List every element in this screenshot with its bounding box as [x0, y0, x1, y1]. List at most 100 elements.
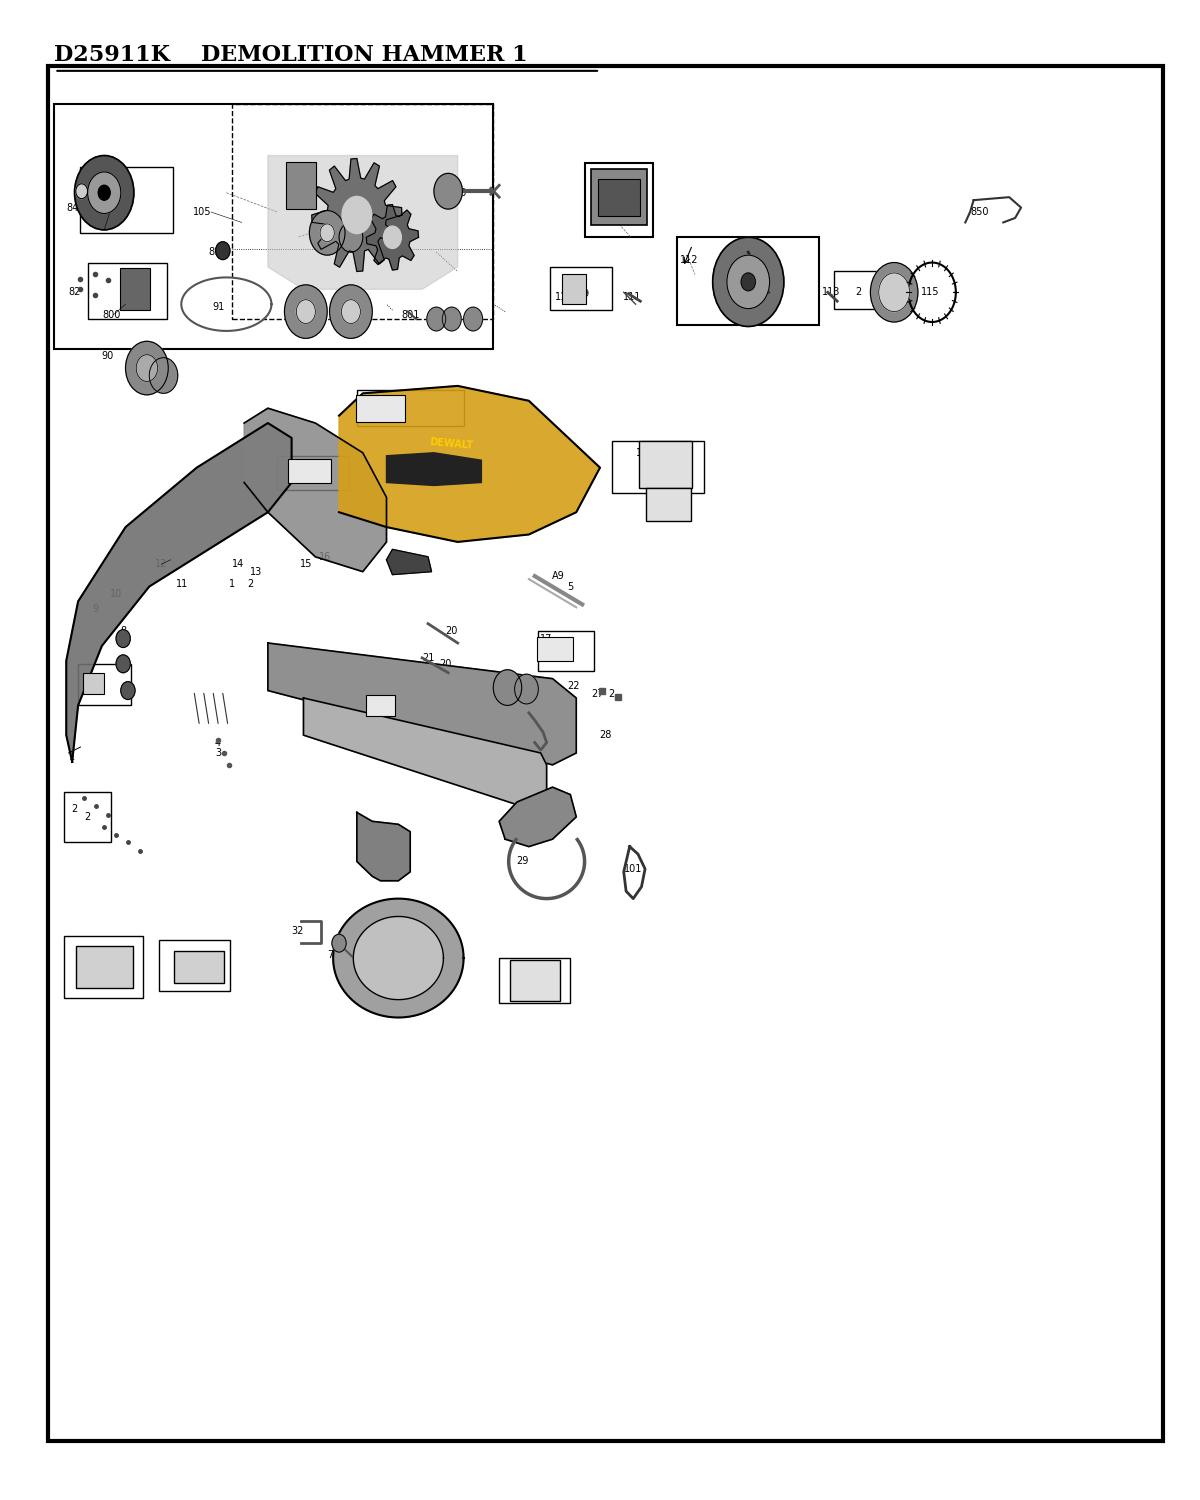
Text: 2: 2	[84, 812, 91, 822]
Text: D25911K    DEMOLITION HAMMER 1: D25911K DEMOLITION HAMMER 1	[54, 44, 528, 66]
Text: INB1: INB1	[545, 648, 565, 657]
Text: 1: 1	[229, 579, 235, 588]
Circle shape	[320, 224, 335, 242]
Text: 20: 20	[445, 626, 458, 636]
Circle shape	[742, 273, 755, 291]
Text: 100: 100	[449, 188, 467, 198]
Text: 22: 22	[568, 681, 580, 692]
Circle shape	[434, 174, 462, 208]
Text: 141: 141	[181, 960, 200, 970]
Circle shape	[74, 156, 134, 230]
Text: 14: 14	[232, 560, 245, 568]
Text: A9: A9	[378, 700, 390, 711]
Text: 143: 143	[656, 465, 674, 476]
Text: 111: 111	[623, 291, 641, 302]
Text: A9: A9	[362, 404, 376, 412]
Bar	[562, 274, 586, 304]
Bar	[647, 489, 691, 520]
Circle shape	[342, 196, 372, 234]
Text: 112: 112	[679, 255, 698, 264]
Bar	[83, 672, 104, 693]
Circle shape	[727, 255, 769, 309]
Circle shape	[342, 300, 360, 324]
Bar	[590, 170, 648, 225]
Text: 140: 140	[74, 960, 94, 970]
Text: 6: 6	[89, 681, 96, 692]
Text: 800: 800	[102, 309, 120, 320]
Text: 99: 99	[467, 316, 479, 327]
Text: 90: 90	[102, 351, 114, 361]
Circle shape	[332, 934, 346, 952]
Text: 83: 83	[137, 290, 150, 298]
Text: 3: 3	[421, 663, 427, 674]
Text: 18: 18	[362, 700, 374, 711]
Text: 10: 10	[110, 590, 122, 598]
Text: 114: 114	[884, 288, 904, 297]
Text: 93: 93	[338, 192, 352, 202]
Text: 113: 113	[822, 288, 840, 297]
Text: 25: 25	[402, 678, 414, 688]
Text: 142: 142	[636, 448, 654, 458]
Bar	[76, 946, 133, 988]
Circle shape	[121, 681, 136, 699]
Bar	[120, 268, 150, 310]
Text: 7: 7	[120, 658, 126, 669]
Text: 2: 2	[608, 688, 614, 699]
Text: 105: 105	[193, 207, 212, 218]
Polygon shape	[386, 453, 481, 486]
Circle shape	[149, 357, 178, 393]
Circle shape	[88, 172, 121, 213]
Bar	[538, 638, 572, 662]
Text: 116: 116	[754, 285, 772, 294]
Text: 26: 26	[511, 716, 523, 726]
Text: 98: 98	[445, 316, 458, 327]
Circle shape	[98, 186, 110, 200]
Text: 5: 5	[568, 582, 574, 591]
Text: 13: 13	[250, 567, 262, 576]
Polygon shape	[268, 644, 576, 765]
Circle shape	[463, 308, 482, 332]
Circle shape	[284, 285, 328, 339]
Text: 104: 104	[300, 472, 318, 483]
Text: 27: 27	[592, 688, 604, 699]
Text: 31: 31	[338, 950, 352, 960]
Text: 29: 29	[517, 856, 529, 867]
Text: 101: 101	[624, 864, 642, 874]
Text: 110: 110	[556, 291, 574, 302]
Text: 861: 861	[623, 186, 641, 196]
Polygon shape	[356, 813, 410, 880]
Polygon shape	[340, 386, 600, 542]
Text: 85: 85	[102, 198, 114, 208]
Text: 92: 92	[292, 309, 304, 320]
Text: 7: 7	[328, 950, 334, 960]
Bar	[366, 694, 395, 715]
Polygon shape	[304, 698, 547, 813]
Text: 84: 84	[66, 202, 78, 213]
Text: 94: 94	[338, 309, 352, 320]
Circle shape	[493, 669, 522, 705]
Text: 96: 96	[344, 236, 358, 246]
Text: 30: 30	[378, 970, 390, 981]
Text: 3: 3	[215, 748, 221, 758]
Circle shape	[515, 674, 539, 704]
Text: 17: 17	[540, 633, 553, 644]
Text: 9: 9	[92, 604, 98, 613]
Text: 12: 12	[155, 560, 167, 568]
Bar	[638, 441, 692, 489]
Text: 20: 20	[439, 658, 452, 669]
Text: 16: 16	[319, 552, 331, 562]
Text: 32: 32	[292, 927, 304, 936]
Text: 19: 19	[404, 560, 416, 568]
Circle shape	[216, 242, 230, 260]
Text: 850: 850	[971, 207, 989, 218]
Polygon shape	[386, 549, 432, 574]
Text: 9: 9	[583, 290, 589, 298]
Polygon shape	[366, 204, 419, 270]
Text: 115: 115	[920, 288, 938, 297]
Text: 21: 21	[422, 652, 434, 663]
Text: 11: 11	[176, 579, 188, 588]
Circle shape	[427, 308, 446, 332]
Polygon shape	[312, 159, 402, 272]
Circle shape	[384, 226, 401, 249]
Bar	[174, 951, 224, 984]
